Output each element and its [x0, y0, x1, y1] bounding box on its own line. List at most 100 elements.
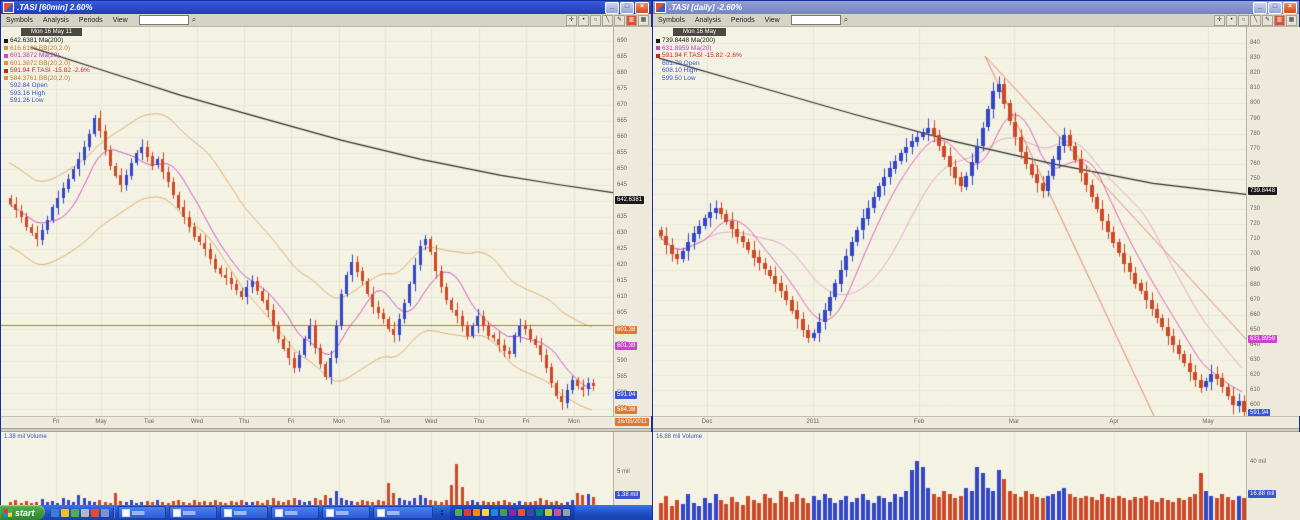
time-label: Dec	[701, 419, 713, 425]
time-axis[interactable]: Fri May Tue Wed Thu Fri Mon Tue Wed Thu Fri Mon 16/0…	[1, 416, 651, 428]
price-badge: 601.38	[615, 326, 638, 334]
titlebar[interactable]: .TASI [daily] -2.60% _ □ ×	[653, 1, 1299, 14]
search-icon[interactable]: ⌕	[191, 15, 197, 24]
start-button[interactable]: start	[0, 505, 45, 520]
toolbar-icons: ✛ • ○ ╲ ✎ ▥ ▦	[566, 14, 649, 26]
price-axis[interactable]: 6906856806756706656606556506456406356306…	[613, 27, 653, 416]
tray-icon-6[interactable]	[509, 509, 517, 516]
volume-canvas[interactable]	[653, 432, 1246, 520]
shapes-icon[interactable]: ▥	[626, 14, 637, 26]
price-tick: 670	[617, 102, 628, 108]
quick-launch-icon-4[interactable]	[90, 508, 99, 517]
pointer-icon[interactable]: ✛	[566, 14, 577, 26]
pencil-icon[interactable]: ✎	[1262, 14, 1273, 26]
pane-splitter[interactable]	[1, 428, 651, 432]
taskbar-window-button-5[interactable]	[372, 506, 433, 519]
tray-icon-1[interactable]	[464, 509, 472, 516]
price-tick: 685	[617, 54, 628, 60]
price-badge: 601.39	[615, 342, 638, 350]
circle-icon[interactable]: ○	[1238, 14, 1249, 26]
menu-items: Symbols Analysis Periods View	[1, 17, 133, 24]
time-label: Thu	[473, 419, 485, 425]
tray-icon-7[interactable]	[518, 509, 526, 516]
taskbar-window-button-0[interactable]	[117, 506, 166, 519]
quick-launch-icon-3[interactable]	[80, 508, 89, 517]
taskbar-separator	[112, 507, 114, 518]
quick-launch-icon-0[interactable]	[50, 508, 59, 517]
circle-icon[interactable]: ○	[590, 14, 601, 26]
minimize-button[interactable]: _	[605, 1, 619, 14]
price-tick: 750	[1250, 175, 1261, 182]
price-tick: 665	[617, 118, 628, 124]
time-axis[interactable]: Dec 2011 Feb Mar Apr May	[653, 416, 1299, 428]
save-icon[interactable]: ▦	[1286, 14, 1297, 26]
tray-expand-arrows[interactable]: ▲ ▼	[439, 507, 445, 518]
tray-icon-2[interactable]	[473, 509, 481, 516]
crosshair-icon[interactable]: •	[578, 14, 589, 26]
taskbar-button-label	[182, 510, 201, 515]
menu-analysis[interactable]: Analysis	[694, 16, 721, 24]
save-icon[interactable]: ▦	[638, 14, 649, 26]
taskbar-button-icon	[325, 508, 334, 517]
pane-splitter[interactable]	[653, 428, 1299, 432]
taskbar-window-button-3[interactable]	[270, 506, 319, 519]
volume-canvas[interactable]	[1, 432, 613, 506]
menu-view[interactable]: View	[112, 16, 128, 24]
tray-icon-3[interactable]	[482, 509, 490, 516]
taskbar-window-button-4[interactable]	[321, 506, 370, 519]
price-chart-canvas[interactable]	[653, 27, 1246, 416]
menu-periods[interactable]: Periods	[730, 16, 755, 24]
legend-row: 601.3872 BB(20,2.0)	[4, 60, 90, 68]
legend-row: 601.79 Open	[656, 60, 742, 68]
tray-icon-12[interactable]	[563, 509, 571, 516]
tray-icon-8[interactable]	[527, 509, 535, 516]
crosshair-icon[interactable]: •	[1226, 14, 1237, 26]
tray-icon-5[interactable]	[500, 509, 508, 516]
maximize-button[interactable]: □	[620, 1, 634, 14]
symbol-search-input[interactable]	[138, 15, 189, 25]
toolbar-icons: ✛ • ○ ╲ ✎ ▥ ▦	[1214, 14, 1297, 26]
tray-icon-0[interactable]	[455, 509, 463, 516]
menu-symbols[interactable]: Symbols	[6, 16, 33, 24]
quick-launch-icon-2[interactable]	[70, 508, 79, 517]
taskbar-button-label	[386, 510, 405, 515]
close-button[interactable]: ×	[635, 1, 649, 14]
minimize-button[interactable]: _	[1253, 1, 1267, 14]
menu-analysis[interactable]: Analysis	[42, 16, 69, 24]
menu-periods[interactable]: Periods	[78, 16, 103, 24]
shapes-icon[interactable]: ▥	[1274, 14, 1285, 26]
tray-icon-10[interactable]	[545, 509, 553, 516]
legend-text: 601.79 Open	[662, 59, 700, 67]
menu-view[interactable]: View	[764, 16, 780, 24]
quick-launch-icon-1[interactable]	[60, 508, 69, 517]
tray-icon-9[interactable]	[536, 509, 544, 516]
quick-launch-icon-5[interactable]	[100, 508, 109, 517]
trendline-icon[interactable]: ╲	[602, 14, 613, 26]
trendline-icon[interactable]: ╲	[1250, 14, 1261, 26]
legend-text: 593.16 High	[10, 89, 46, 97]
menu-symbols[interactable]: Symbols	[658, 16, 685, 24]
volume-axis[interactable]: 5 mil 1.38 mil	[613, 432, 653, 506]
legend-text: 592.84 Open	[10, 82, 48, 89]
tray-icon-4[interactable]	[491, 509, 499, 516]
volume-axis[interactable]: 40 mil 16.88 mil	[1246, 432, 1300, 520]
pencil-icon[interactable]: ✎	[614, 14, 625, 26]
pointer-icon[interactable]: ✛	[1214, 14, 1225, 26]
search-icon[interactable]: ⌕	[843, 15, 849, 24]
taskbar-window-button-2[interactable]	[219, 506, 268, 519]
titlebar[interactable]: .TASI [60min] 2.60% _ □ ×	[1, 1, 651, 14]
taskbar-button-label	[233, 510, 252, 515]
legend-text: 739.8448 Ma(200)	[662, 37, 716, 44]
maximize-button[interactable]: □	[1268, 1, 1282, 14]
price-chart-canvas[interactable]	[1, 27, 613, 416]
price-axis[interactable]: 8408308208108007907807707607507407307207…	[1246, 27, 1300, 417]
legend-marker	[656, 38, 660, 43]
legend-marker	[4, 46, 8, 51]
symbol-search-input[interactable]	[790, 15, 841, 25]
taskbar-window-button-1[interactable]	[168, 506, 217, 519]
legend-marker	[4, 53, 8, 58]
close-button[interactable]: ×	[1283, 1, 1297, 14]
tray-icon-11[interactable]	[554, 509, 562, 516]
price-tick: 770	[1250, 145, 1261, 152]
